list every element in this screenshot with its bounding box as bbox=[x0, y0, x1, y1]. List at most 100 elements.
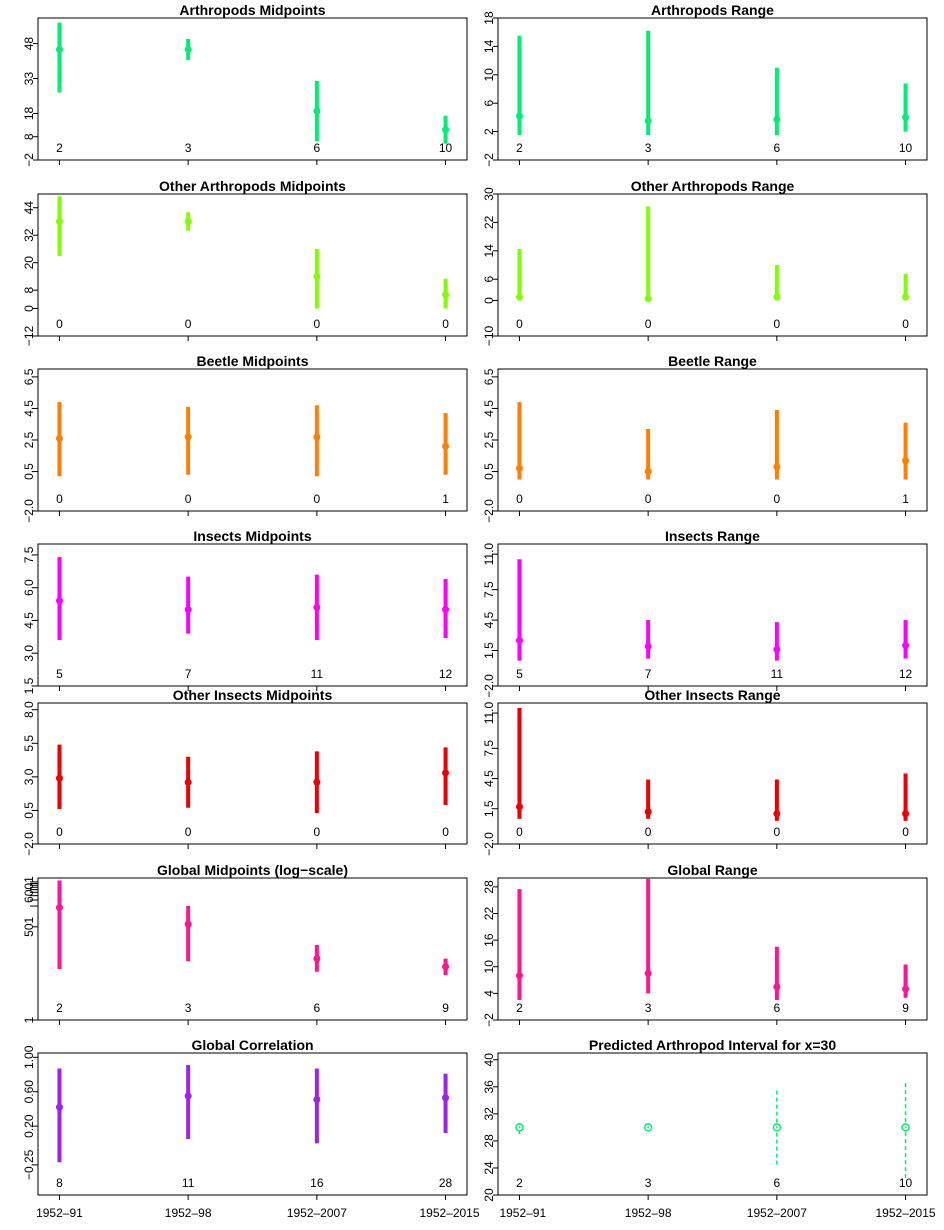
x-tick-label: 1952–2007 bbox=[747, 1206, 807, 1220]
count-label: 3 bbox=[645, 1176, 652, 1190]
y-tick-label: 18 bbox=[22, 106, 36, 120]
y-tick-label: 10 bbox=[482, 68, 496, 82]
count-label: 3 bbox=[185, 141, 192, 155]
count-label: 6 bbox=[774, 1176, 781, 1190]
panel-other-arthropods-midpoints: Other Arthropods Midpoints −12 0 8 20 32 44 0 0 0… bbox=[22, 178, 468, 346]
y-tick-label: 1.5 bbox=[22, 677, 36, 694]
y-tick-label: 22 bbox=[482, 215, 496, 229]
y-tick-label: 501 bbox=[22, 916, 36, 936]
y-tick-label: 16 bbox=[482, 933, 496, 947]
x-tick-label: 1952–2015 bbox=[419, 1206, 479, 1220]
y-tick-label: 8 bbox=[22, 287, 36, 294]
panel-title: Insects Range bbox=[665, 528, 760, 544]
y-tick-label: 18 bbox=[482, 11, 496, 25]
midpoint-marker bbox=[902, 641, 910, 649]
panel-predicted-arthropod-interval-for-x-30: Predicted Arthropod Interval for x=30 20 2… bbox=[482, 1037, 936, 1220]
y-tick-label: 40 bbox=[482, 1053, 496, 1067]
midpoint-marker bbox=[313, 107, 321, 115]
y-tick-label: 7.5 bbox=[482, 581, 496, 598]
midpoint-marker bbox=[55, 45, 63, 53]
midpoint-marker bbox=[442, 769, 450, 777]
midpoint-marker bbox=[442, 126, 450, 134]
y-tick-label: 0 bbox=[22, 305, 36, 312]
panel-global-correlation: Global Correlation −0.25 0.20 0.60 1.00 8 11 16… bbox=[22, 1037, 480, 1220]
count-label: 0 bbox=[185, 317, 192, 331]
midpoint-marker bbox=[902, 113, 910, 121]
count-label: 11 bbox=[771, 667, 784, 681]
midpoint-marker bbox=[515, 112, 523, 120]
y-tick-label: 2 bbox=[482, 128, 496, 135]
count-label: 2 bbox=[56, 1001, 63, 1015]
y-tick-label: 10 bbox=[482, 960, 496, 974]
y-tick-label: −2.0 bbox=[22, 832, 36, 856]
plot-frame bbox=[37, 193, 468, 337]
midpoint-marker bbox=[442, 1094, 450, 1102]
y-tick-label: 0.5 bbox=[22, 463, 36, 480]
midpoint-marker bbox=[313, 955, 321, 963]
plot-frame bbox=[497, 368, 928, 512]
y-tick-label: −0.25 bbox=[22, 1149, 36, 1180]
x-tick-label: 1952–2015 bbox=[876, 1206, 936, 1220]
panel-beetle-range: Beetle Range −2.0 0.5 2.5 4.5 6.5 0 0 0 1 bbox=[482, 353, 928, 523]
y-tick-label: 33 bbox=[22, 72, 36, 86]
midpoint-marker bbox=[184, 606, 192, 614]
count-label: 2 bbox=[516, 1001, 523, 1015]
y-tick-label: −12 bbox=[22, 325, 36, 346]
count-label: 0 bbox=[902, 825, 909, 839]
count-label: 0 bbox=[56, 317, 63, 331]
midpoint-dot bbox=[518, 1126, 521, 1129]
y-tick-label: 4 bbox=[482, 990, 496, 997]
midpoint-marker bbox=[442, 963, 450, 971]
panel-other-insects-midpoints: Other Insects Midpoints −2.0 0.5 3.0 5.5 8.0 0… bbox=[22, 687, 468, 856]
midpoint-marker bbox=[515, 464, 523, 472]
y-tick-label: 1.5 bbox=[482, 642, 496, 659]
midpoint-dot bbox=[775, 1126, 778, 1129]
count-label: 11 bbox=[182, 1176, 195, 1190]
plot-frame bbox=[37, 17, 468, 161]
y-tick-label: 3.0 bbox=[22, 645, 36, 662]
midpoint-marker bbox=[442, 606, 450, 614]
midpoint-marker bbox=[773, 645, 781, 653]
count-label: 6 bbox=[774, 1001, 781, 1015]
count-label: 11 bbox=[311, 667, 324, 681]
y-tick-label: 0.5 bbox=[22, 802, 36, 819]
y-tick-label: 1.5 bbox=[482, 800, 496, 817]
count-label: 0 bbox=[774, 317, 781, 331]
count-label: 0 bbox=[185, 825, 192, 839]
count-label: 0 bbox=[774, 492, 781, 506]
y-tick-label: 6.0 bbox=[22, 579, 36, 596]
panel-title: Predicted Arthropod Interval for x=30 bbox=[589, 1037, 836, 1053]
panel-global-midpoints-log-scale: Global Midpoints (log−scale) 1 501 6001 2 3 6 9 bbox=[22, 862, 468, 1025]
midpoint-marker bbox=[184, 433, 192, 441]
midpoint-marker bbox=[515, 293, 523, 301]
y-tick-label: 6.5 bbox=[22, 368, 36, 385]
x-tick-label: 1952–98 bbox=[165, 1206, 212, 1220]
y-tick-label: 14 bbox=[482, 39, 496, 53]
plot-frame bbox=[497, 702, 928, 845]
midpoint-marker bbox=[184, 778, 192, 786]
count-label: 0 bbox=[516, 317, 523, 331]
plot-frame bbox=[37, 368, 468, 512]
midpoint-marker bbox=[644, 642, 652, 650]
y-tick-label: −2.0 bbox=[482, 499, 496, 523]
y-tick-label: −2 bbox=[22, 153, 36, 167]
y-tick-label: −10 bbox=[482, 325, 496, 346]
midpoint-marker bbox=[313, 1095, 321, 1103]
count-label: 9 bbox=[902, 1001, 909, 1015]
x-tick-label: 1952–91 bbox=[36, 1206, 83, 1220]
count-label: 2 bbox=[516, 141, 523, 155]
count-label: 10 bbox=[899, 1176, 913, 1190]
midpoint-marker bbox=[184, 217, 192, 225]
y-tick-label: 6001 bbox=[22, 876, 36, 903]
midpoint-marker bbox=[313, 778, 321, 786]
midpoint-marker bbox=[442, 291, 450, 299]
midpoint-marker bbox=[184, 1092, 192, 1100]
midpoint-marker bbox=[902, 293, 910, 301]
count-label: 1 bbox=[902, 492, 909, 506]
midpoint-marker bbox=[55, 774, 63, 782]
y-tick-label: 7.5 bbox=[482, 740, 496, 757]
y-tick-label: 11.0 bbox=[482, 702, 496, 725]
y-tick-label: 4.5 bbox=[482, 400, 496, 417]
count-label: 10 bbox=[899, 141, 913, 155]
midpoint-dot bbox=[904, 1126, 907, 1129]
